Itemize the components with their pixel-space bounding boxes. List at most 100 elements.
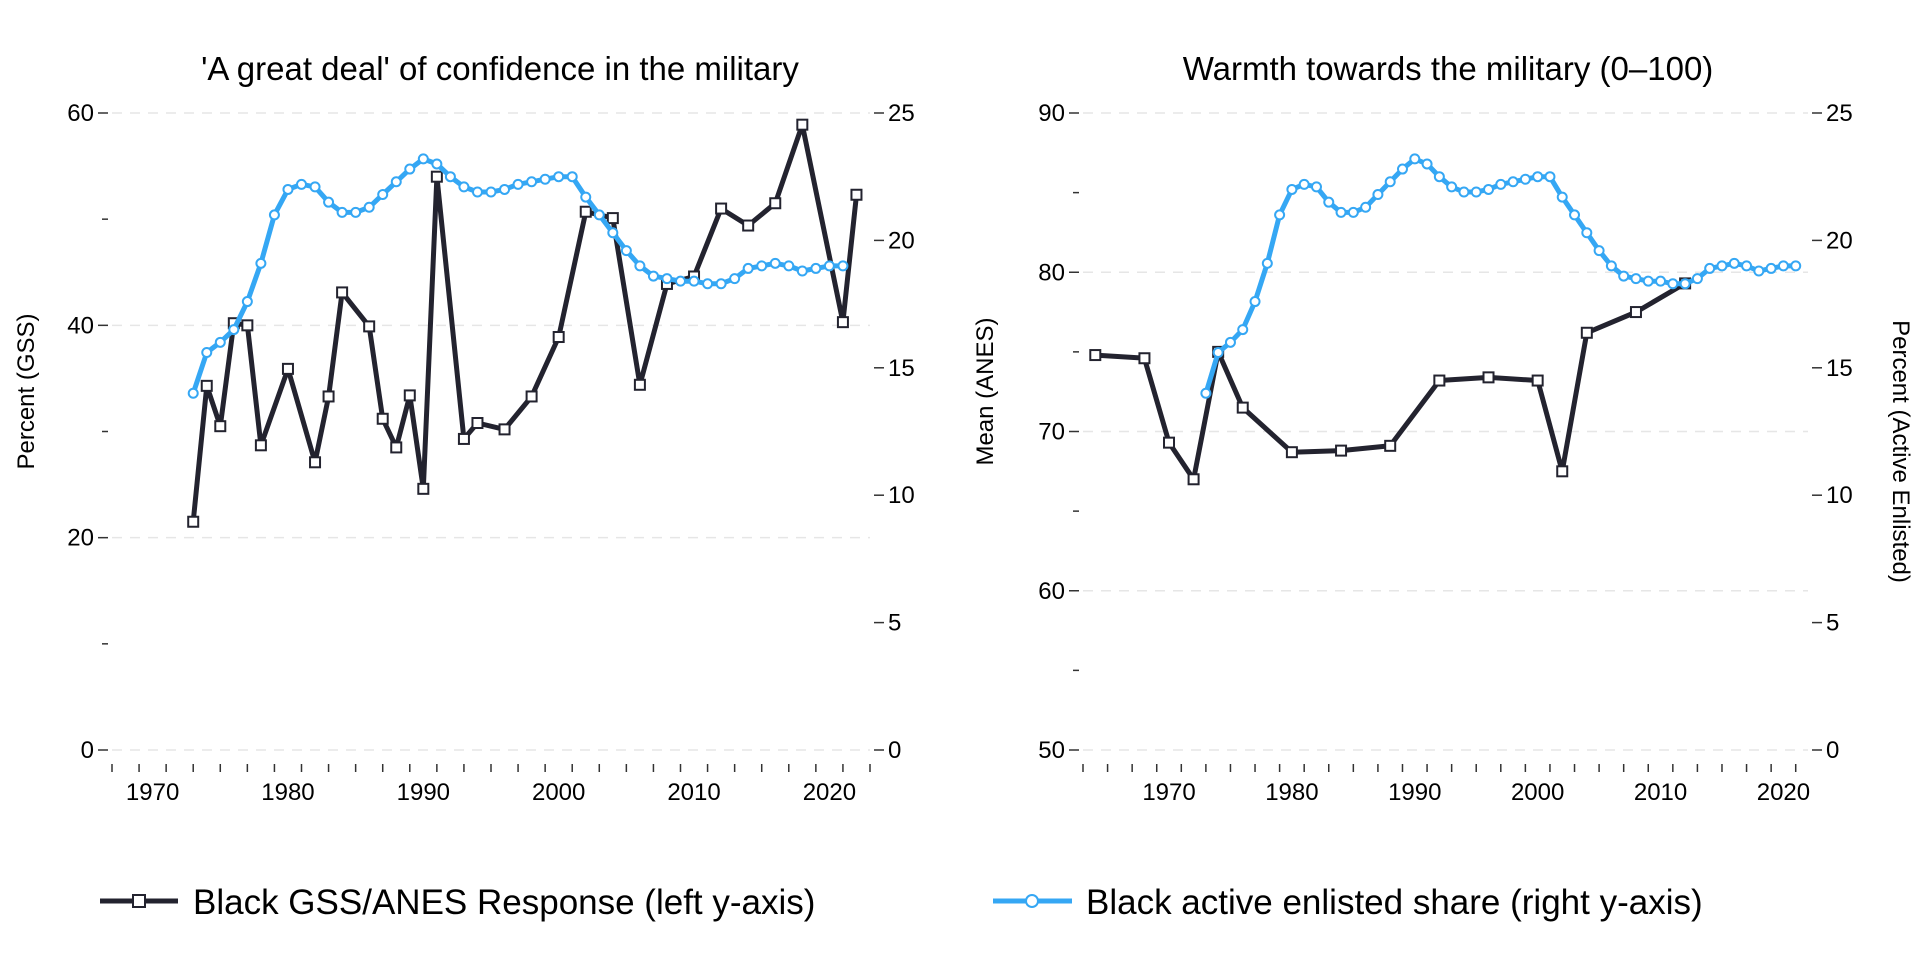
point-blue (187, 387, 199, 399)
point-black (187, 515, 200, 528)
point-black (796, 118, 809, 131)
point-blue (1691, 273, 1703, 285)
point-black (1580, 326, 1593, 339)
point-blue (1532, 171, 1544, 183)
x-tick-label: 2010 (667, 779, 720, 806)
point-blue (499, 183, 511, 195)
point-blue (796, 265, 808, 277)
point-blue (458, 181, 470, 193)
point-black (525, 390, 538, 403)
point-blue (1605, 260, 1617, 272)
point-blue (647, 270, 659, 282)
point-blue (539, 173, 551, 185)
point-blue (485, 186, 497, 198)
point-black (1236, 401, 1249, 414)
y-tick-label: 20 (67, 525, 94, 552)
y-tick-label: 60 (67, 100, 94, 127)
point-blue (1618, 270, 1630, 282)
point-blue (756, 260, 768, 272)
y-tick-label: 40 (67, 312, 94, 339)
y2-tick-label: 0 (888, 737, 901, 764)
point-blue (729, 273, 741, 285)
y2-tick-label: 20 (1826, 227, 1853, 254)
x-tick-label: 1990 (397, 779, 450, 806)
point-blue (1544, 171, 1556, 183)
x-tick-label: 2000 (532, 779, 585, 806)
point-blue (1642, 275, 1654, 287)
point-black (430, 170, 443, 183)
point-blue (404, 163, 416, 175)
y-tick-label: 60 (1038, 578, 1065, 605)
point-black (1335, 444, 1348, 457)
point-blue (363, 201, 375, 213)
y-tick-label: 70 (1038, 419, 1065, 446)
point-blue (1433, 171, 1445, 183)
point-blue (336, 206, 348, 218)
x-tick-label: 1980 (1265, 779, 1318, 806)
point-blue (1335, 206, 1347, 218)
point-blue (688, 275, 700, 287)
point-black (390, 441, 403, 454)
y2-tick-label: 10 (1826, 482, 1853, 509)
x-tick-label: 1970 (1142, 779, 1195, 806)
point-black (552, 331, 565, 344)
y2-tick-label: 0 (1826, 737, 1839, 764)
point-blue (607, 227, 619, 239)
point-black (498, 423, 511, 436)
point-blue (1581, 227, 1593, 239)
point-blue (1360, 201, 1372, 213)
point-black (457, 432, 470, 445)
point-blue (417, 153, 429, 165)
y-axis-title: Percent (GSS) (13, 313, 40, 469)
point-blue (1728, 257, 1740, 269)
x-tick-label: 1990 (1388, 779, 1441, 806)
point-blue (296, 178, 307, 190)
point-black (633, 378, 646, 391)
y2-tick-label: 20 (888, 227, 915, 254)
panel-left-gss: 'A great deal' of confidence in the mili… (13, 50, 915, 806)
point-blue (661, 273, 673, 285)
point-black (1629, 306, 1642, 319)
point-blue (309, 181, 321, 193)
chart-title: 'A great deal' of confidence in the mili… (201, 50, 799, 87)
point-blue (1483, 183, 1495, 195)
point-black (309, 456, 322, 469)
point-blue (1384, 176, 1396, 188)
y-tick-label: 90 (1038, 100, 1065, 127)
y2-tick-label: 5 (1826, 610, 1839, 637)
point-blue (1261, 257, 1273, 269)
point-blue (1790, 260, 1802, 272)
point-blue (431, 158, 443, 170)
y2-tick-label: 5 (888, 610, 901, 637)
point-black (200, 379, 213, 392)
point-blue (1741, 260, 1753, 272)
point-blue (214, 336, 226, 348)
point-black (1556, 465, 1569, 478)
y2-tick-label: 15 (888, 355, 915, 382)
point-black (1285, 446, 1298, 459)
chart-title: Warmth towards the military (0–100) (1183, 50, 1714, 87)
point-blue (702, 278, 714, 290)
point-blue (390, 176, 402, 188)
point-blue (810, 262, 822, 274)
point-blue (1212, 347, 1224, 359)
point-blue (1777, 260, 1789, 272)
point-blue (526, 176, 538, 188)
legend: Black GSS/ANES Response (left y-axis) Bl… (100, 883, 1703, 922)
point-black (579, 205, 592, 218)
point-blue (1396, 163, 1408, 175)
y-axis-title: Mean (ANES) (972, 317, 999, 465)
point-blue (1237, 324, 1249, 336)
point-blue (1446, 181, 1458, 193)
y-tick-label: 0 (81, 737, 94, 764)
point-blue (715, 278, 727, 290)
x-tick-label: 2020 (1757, 779, 1810, 806)
point-black (850, 188, 863, 201)
point-blue (268, 209, 280, 221)
point-blue (201, 347, 213, 359)
point-blue (1495, 178, 1507, 190)
point-blue (444, 171, 456, 183)
point-black (1433, 374, 1446, 387)
point-black (376, 412, 389, 425)
